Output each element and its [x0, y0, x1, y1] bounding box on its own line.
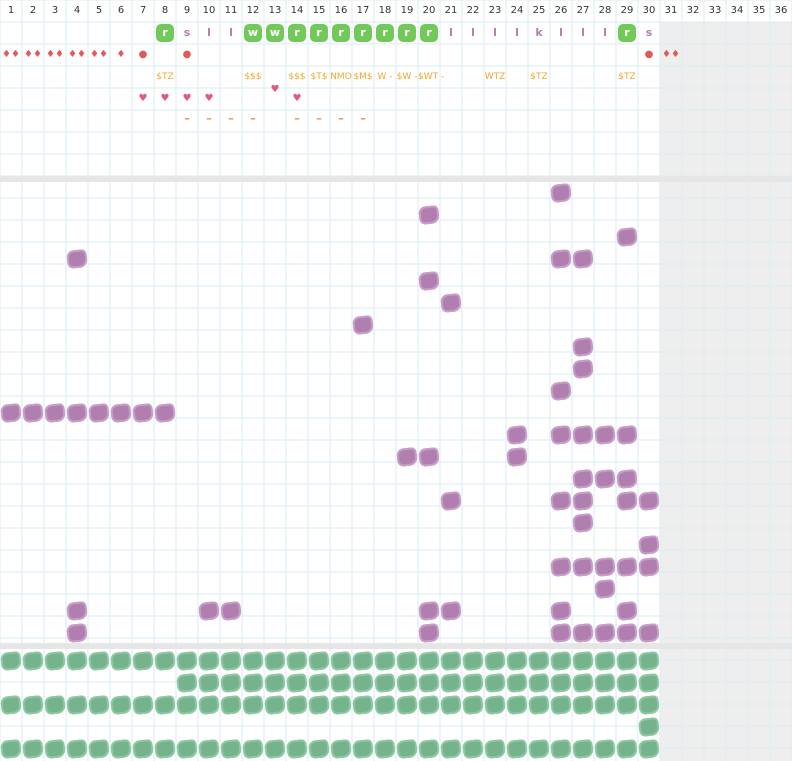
- status-letter-badge[interactable]: r: [332, 24, 350, 42]
- column-header: 11: [224, 5, 238, 16]
- dash-marker: –: [294, 112, 300, 125]
- status-letter[interactable]: l: [493, 26, 497, 39]
- status-letter-badge[interactable]: r: [310, 24, 328, 42]
- tag-label: $TZ: [530, 72, 548, 82]
- column-header: 10: [202, 5, 216, 16]
- drop-icon: ●: [138, 49, 148, 60]
- column-header: 6: [117, 5, 125, 16]
- status-letter-badge[interactable]: r: [288, 24, 306, 42]
- status-letter-badge[interactable]: r: [420, 24, 438, 42]
- tag-label: $TZ: [618, 72, 636, 82]
- column-header: 34: [730, 5, 744, 16]
- status-letter-badge[interactable]: w: [266, 24, 284, 42]
- dash-marker: –: [316, 112, 322, 125]
- column-header: 16: [334, 5, 348, 16]
- tag-label: $W -: [396, 72, 418, 82]
- status-letter[interactable]: l: [559, 26, 563, 39]
- column-header: 28: [598, 5, 612, 16]
- column-header: 22: [466, 5, 480, 16]
- column-header: 35: [752, 5, 766, 16]
- tag-label: $TZ: [156, 72, 174, 82]
- tag-label: W -: [377, 72, 393, 82]
- drop-icon: ♦♦: [662, 49, 680, 60]
- drop-icon: ♦♦: [24, 49, 42, 60]
- tag-label: $$$: [244, 72, 262, 82]
- heart-icon: ♥: [182, 93, 192, 104]
- drop-icon: ♦♦: [90, 49, 108, 60]
- drop-icon: ♦: [116, 49, 126, 60]
- dash-marker: –: [228, 112, 234, 125]
- column-header: 7: [139, 5, 147, 16]
- drop-icon: ●: [644, 49, 654, 60]
- column-header: 25: [532, 5, 546, 16]
- column-header: 15: [312, 5, 326, 16]
- drop-icon: ♦♦: [46, 49, 64, 60]
- column-header: 9: [183, 5, 191, 16]
- column-header: 24: [510, 5, 524, 16]
- heart-icon: ♥: [138, 93, 148, 104]
- column-header: 12: [246, 5, 260, 16]
- column-header: 31: [664, 5, 678, 16]
- column-header: 19: [400, 5, 414, 16]
- column-header: 13: [268, 5, 282, 16]
- column-header: 32: [686, 5, 700, 16]
- dash-marker: –: [206, 112, 212, 125]
- status-letter[interactable]: l: [207, 26, 211, 39]
- column-header: 14: [290, 5, 304, 16]
- status-letter[interactable]: l: [603, 26, 607, 39]
- tag-label: $T$: [310, 72, 328, 82]
- column-header: 4: [73, 5, 81, 16]
- column-header: 3: [51, 5, 59, 16]
- dash-marker: –: [338, 112, 344, 125]
- column-header: 17: [356, 5, 370, 16]
- status-letter[interactable]: l: [229, 26, 233, 39]
- heart-icon: ♥: [204, 93, 214, 104]
- status-letter[interactable]: k: [535, 26, 543, 39]
- status-letter-badge[interactable]: w: [244, 24, 262, 42]
- status-letter[interactable]: l: [471, 26, 475, 39]
- status-letter-badge[interactable]: r: [618, 24, 636, 42]
- status-letter-badge[interactable]: r: [376, 24, 394, 42]
- column-header: 8: [161, 5, 169, 16]
- status-letter[interactable]: l: [449, 26, 453, 39]
- tag-label: $WT -: [418, 72, 445, 82]
- column-header: 18: [378, 5, 392, 16]
- heart-icon: ♥: [270, 84, 280, 96]
- tag-label: $$$: [288, 72, 306, 82]
- dash-marker: –: [360, 112, 366, 125]
- column-header: 5: [95, 5, 103, 16]
- section-divider: [0, 643, 792, 649]
- status-letter[interactable]: l: [581, 26, 585, 39]
- tag-label: WTZ: [484, 72, 506, 82]
- status-letter[interactable]: l: [515, 26, 519, 39]
- section-divider: [0, 176, 792, 182]
- status-letter[interactable]: s: [645, 26, 653, 39]
- column-header: 30: [642, 5, 656, 16]
- drop-icon: ●: [182, 49, 192, 60]
- tag-label: $M$: [353, 72, 373, 82]
- status-letter-badge[interactable]: r: [398, 24, 416, 42]
- column-header: 23: [488, 5, 502, 16]
- dash-marker: –: [184, 112, 190, 125]
- column-header: 33: [708, 5, 722, 16]
- column-header: 21: [444, 5, 458, 16]
- dash-marker: –: [250, 112, 256, 125]
- column-header: 36: [774, 5, 788, 16]
- drop-icon: ♦♦: [2, 49, 20, 60]
- status-letter-badge[interactable]: r: [354, 24, 372, 42]
- column-header: 20: [422, 5, 436, 16]
- column-header: 29: [620, 5, 634, 16]
- column-header: 1: [7, 5, 15, 16]
- status-letter-badge[interactable]: r: [156, 24, 174, 42]
- tag-label: NMO: [330, 72, 352, 82]
- heart-icon: ♥: [292, 93, 302, 104]
- column-header: 26: [554, 5, 568, 16]
- column-header: 2: [29, 5, 37, 16]
- status-letter[interactable]: s: [183, 26, 191, 39]
- heart-icon: ♥: [160, 93, 170, 104]
- drop-icon: ♦♦: [68, 49, 86, 60]
- column-header: 27: [576, 5, 590, 16]
